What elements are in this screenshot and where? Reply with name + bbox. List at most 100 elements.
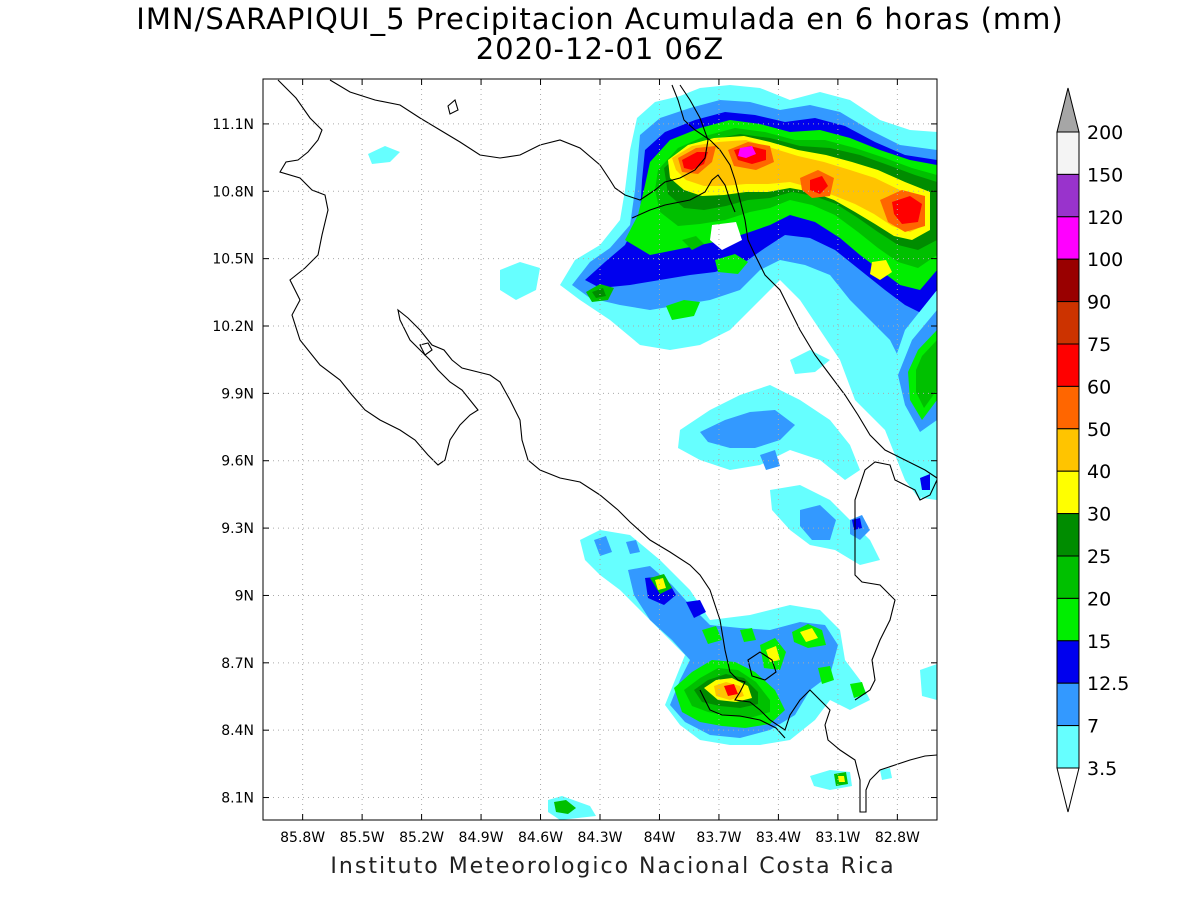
colorbar-segment — [1056, 385, 1080, 430]
lat-tick-label: 9N — [235, 588, 254, 604]
lat-tick-label: 8.4N — [221, 723, 254, 739]
precip-area-northeast — [682, 152, 708, 170]
colorbar-segment — [1056, 173, 1080, 218]
colorbar-level-label: 12.5 — [1087, 673, 1129, 695]
colorbar-segment — [1056, 301, 1080, 345]
colorbar-segment — [1056, 682, 1080, 727]
lon-tick-label: 83.4W — [756, 830, 801, 846]
color-legend: 3.5 7 12.5 15 20 25 30 40 50 60 75 90 100 120 150 200 — [1056, 87, 1129, 813]
lon-tick-label: 84.3W — [577, 830, 622, 846]
precip-area-northeast — [892, 196, 922, 224]
precip-area-east-coast — [916, 340, 937, 408]
precip-field-east-coast — [888, 290, 937, 450]
lat-tick-label: 9.9N — [221, 386, 254, 402]
golfito-coastline — [854, 461, 938, 701]
colorbar-level-label: 7 — [1087, 716, 1099, 738]
colorbar-level-label: 20 — [1087, 588, 1111, 610]
precip-area-south — [554, 800, 576, 814]
precip-area-northeast — [682, 236, 704, 250]
lat-tick-label: 8.1N — [221, 791, 254, 807]
map-subtitle: 2020-12-01 06Z — [475, 32, 725, 66]
colorbar-segment — [1056, 555, 1080, 599]
precip-area-central — [700, 410, 795, 448]
precip-area-south — [818, 666, 834, 684]
colorbar-level-label: 90 — [1087, 292, 1111, 314]
precip-area-central — [800, 505, 836, 540]
colorbar-segment — [1056, 470, 1080, 515]
lon-tick-label: 83.7W — [696, 830, 741, 846]
nicaragua-border — [631, 174, 736, 219]
colorbar-level-label: 15 — [1087, 631, 1111, 653]
caribbean-coastline — [671, 84, 938, 479]
colorbar-segment — [1056, 216, 1080, 260]
precip-area-south — [655, 578, 666, 590]
pacific-coastline — [277, 79, 938, 813]
colorbar-level-label: 60 — [1087, 376, 1111, 398]
colorbar-level-label: 150 — [1087, 164, 1123, 186]
precip-area-northeast — [710, 222, 742, 250]
colorbar-segment — [1056, 343, 1080, 387]
precip-field-south — [548, 530, 937, 820]
island-north — [447, 99, 459, 115]
precip-area-south — [702, 626, 722, 644]
panama-border — [699, 689, 786, 739]
colorbar-segment — [1056, 258, 1080, 303]
map-title: IMN/SARAPIQUI_5 Precipitacion Acumulada … — [136, 2, 1064, 36]
colorbar-under-arrow — [1056, 767, 1080, 813]
precip-field-northeast — [560, 85, 937, 500]
colorbar-segment — [1056, 640, 1080, 684]
precip-area-south — [686, 600, 706, 618]
colorbar-segment — [1056, 597, 1080, 642]
lon-tick-label: 84.9W — [459, 830, 504, 846]
colorbar-level-label: 40 — [1087, 461, 1111, 483]
colorbar-segment — [1056, 513, 1080, 557]
lon-tick-label: 84W — [644, 830, 676, 846]
lon-tick-label: 83.1W — [815, 830, 860, 846]
precip-area-northeast — [870, 260, 892, 280]
precip-area-central — [790, 350, 830, 374]
precip-area-south — [920, 664, 937, 700]
grid-lines — [263, 79, 937, 820]
lon-tick-label: 84.6W — [518, 830, 563, 846]
precip-area-northeast — [738, 146, 756, 158]
precip-area-south — [880, 768, 892, 780]
colorbar-over-arrow — [1056, 87, 1080, 133]
precip-area-central — [760, 450, 780, 470]
lat-tick-label: 9.6N — [221, 454, 254, 470]
precip-area-south — [850, 682, 866, 698]
colorbar-level-label: 50 — [1087, 419, 1111, 441]
precip-area-south — [800, 628, 818, 642]
nicoya-gulf — [419, 342, 433, 356]
lon-tick-label: 82.8W — [875, 830, 920, 846]
lat-tick-label: 9.3N — [221, 521, 254, 537]
precip-area-central — [920, 474, 930, 490]
footer-credit: Instituto Meteorologico Nacional Costa R… — [330, 854, 896, 879]
colorbar-level-label: 100 — [1087, 249, 1123, 271]
colorbar-level-label: 75 — [1087, 334, 1111, 356]
longitude-axis: 85.8W 85.5W 85.2W 84.9W 84.6W 84.3W 84W 83.7W 83… — [280, 79, 920, 846]
colorbar-segment — [1056, 725, 1080, 769]
colorbar-level-label: 120 — [1087, 207, 1123, 229]
colorbar-segment — [1056, 428, 1080, 472]
colorbar-segment — [1056, 131, 1080, 175]
latitude-axis: 11.1N 10.8N 10.5N 10.2N 9.9N 9.6N 9.3N 9N 8.7N 8.… — [212, 117, 937, 807]
lat-tick-label: 10.2N — [212, 319, 254, 335]
precip-field-central — [368, 146, 937, 565]
colorbar-level-label: 25 — [1087, 546, 1111, 568]
burica-coastline — [747, 651, 777, 681]
lat-tick-label: 11.1N — [212, 117, 254, 133]
precip-area-northeast — [666, 300, 700, 320]
precip-area-central — [368, 146, 400, 164]
precip-area-central — [500, 262, 540, 300]
lon-tick-label: 85.2W — [399, 830, 444, 846]
precip-area-south — [838, 776, 845, 782]
lat-tick-label: 10.8N — [212, 184, 254, 200]
lon-tick-label: 85.8W — [280, 830, 325, 846]
lon-tick-label: 85.5W — [340, 830, 385, 846]
lat-tick-label: 8.7N — [221, 656, 254, 672]
precip-area-south — [594, 536, 612, 556]
precip-area-south — [626, 540, 640, 554]
precip-area-northeast — [810, 176, 828, 194]
precip-area-south — [740, 628, 756, 642]
